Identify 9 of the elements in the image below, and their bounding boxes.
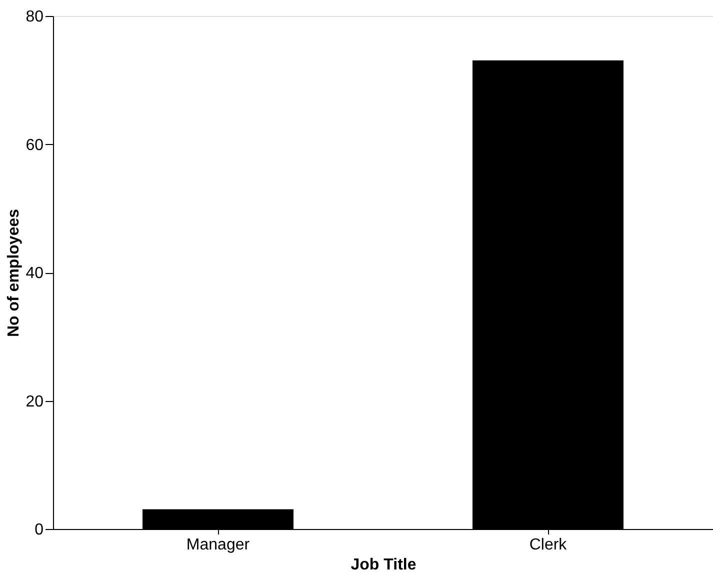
y-tick-label: 20 [26,393,44,410]
x-axis-title: Job Title [350,556,416,574]
y-axis-title: No of employees [6,208,23,338]
x-tick-label: Clerk [529,536,568,554]
y-tick-label: 80 [26,8,44,26]
y-tick-label: 0 [34,522,44,538]
y-tick-label: 60 [26,136,44,154]
x-tick-label: Manager [186,536,250,554]
y-tick-label: 40 [26,265,44,282]
